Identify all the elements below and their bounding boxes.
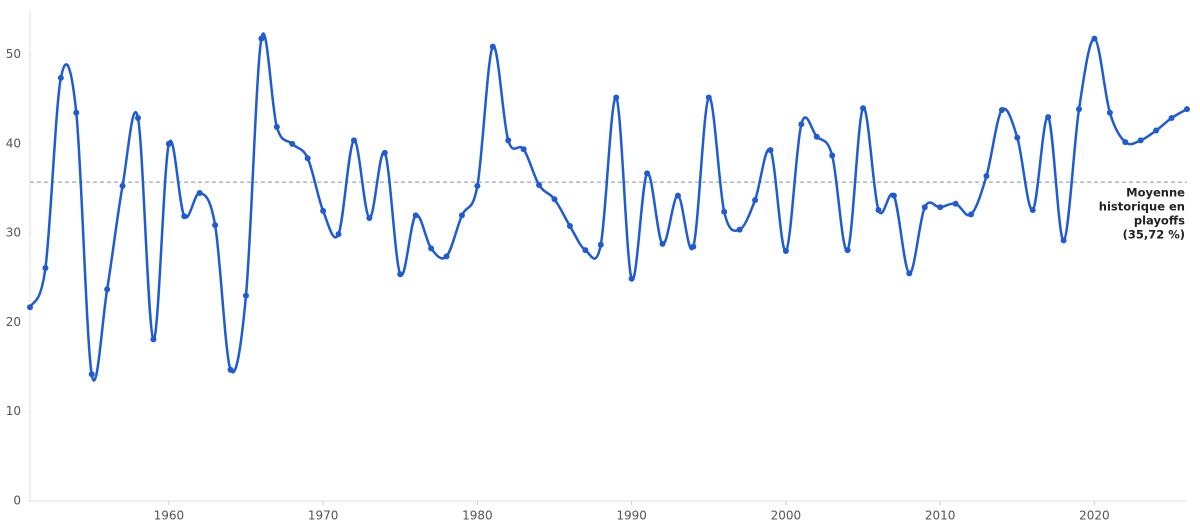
point <box>443 253 450 260</box>
point <box>1091 35 1098 42</box>
point <box>397 271 404 278</box>
point <box>73 109 80 116</box>
point <box>304 155 311 162</box>
point <box>937 204 944 211</box>
annotation: Moyenne <box>1126 186 1185 200</box>
point <box>597 241 604 248</box>
point <box>1014 134 1021 141</box>
point <box>906 270 913 277</box>
point <box>1153 127 1160 134</box>
point <box>674 192 681 199</box>
point <box>952 200 959 207</box>
y-tick-label: 30 <box>6 226 21 240</box>
y-tick-label: 20 <box>6 315 21 329</box>
point <box>860 105 867 112</box>
point <box>875 206 882 213</box>
point <box>474 182 481 189</box>
point <box>520 146 527 153</box>
point <box>1137 137 1144 144</box>
point <box>566 223 573 230</box>
point <box>1045 114 1052 121</box>
x-tick-label: 2000 <box>771 509 802 523</box>
annotation: historique en <box>1099 200 1185 214</box>
annotation: playoffs <box>1134 214 1185 228</box>
point <box>983 173 990 180</box>
point <box>551 196 558 203</box>
y-tick-label: 10 <box>6 404 21 418</box>
point <box>829 152 836 159</box>
point <box>1076 106 1083 113</box>
point <box>289 140 296 147</box>
point <box>212 222 219 229</box>
point <box>227 366 234 373</box>
point <box>366 215 373 222</box>
point <box>613 94 620 101</box>
point <box>890 192 897 199</box>
point <box>752 197 759 204</box>
point <box>381 149 388 156</box>
point <box>242 292 249 299</box>
point <box>273 123 280 130</box>
point <box>104 286 111 293</box>
point <box>582 247 589 254</box>
x-tick-label: 2020 <box>1079 509 1110 523</box>
point <box>998 106 1005 113</box>
x-tick-label: 1990 <box>616 509 647 523</box>
point <box>721 208 728 215</box>
point <box>320 207 327 214</box>
point <box>42 264 49 271</box>
y-tick-label: 40 <box>6 136 21 150</box>
point <box>798 121 805 128</box>
point <box>458 212 465 219</box>
point <box>150 336 157 343</box>
annotation: (35,72 %) <box>1123 228 1185 242</box>
point <box>536 181 543 188</box>
y-tick-label: 0 <box>13 494 21 508</box>
point <box>27 304 33 311</box>
point <box>489 43 496 50</box>
point <box>644 170 651 177</box>
point <box>505 137 512 144</box>
point <box>1168 115 1175 122</box>
point <box>335 231 342 238</box>
point <box>1060 237 1067 244</box>
point <box>350 137 357 144</box>
point <box>1029 206 1036 213</box>
point <box>181 213 188 220</box>
point <box>705 94 712 101</box>
point <box>1122 139 1129 146</box>
point <box>690 243 697 250</box>
point <box>1184 106 1190 113</box>
x-tick-label: 2010 <box>925 509 956 523</box>
point <box>968 211 975 218</box>
point <box>1106 109 1113 116</box>
point <box>628 275 635 282</box>
point <box>844 247 851 254</box>
point <box>782 248 789 255</box>
point <box>412 212 419 219</box>
point <box>736 226 743 233</box>
x-tick-label: 1970 <box>308 509 339 523</box>
point <box>165 140 172 147</box>
x-tick-label: 1960 <box>154 509 185 523</box>
point <box>767 147 774 154</box>
line <box>28 32 1188 382</box>
y-tick-label: 50 <box>6 47 21 61</box>
point <box>921 204 928 211</box>
point <box>134 115 141 122</box>
point <box>88 371 95 378</box>
point <box>659 240 666 247</box>
point <box>119 182 126 189</box>
point <box>258 35 265 42</box>
point <box>57 74 64 81</box>
point <box>428 245 435 252</box>
point <box>196 190 203 197</box>
point <box>813 133 820 140</box>
x-tick-label: 1980 <box>462 509 493 523</box>
